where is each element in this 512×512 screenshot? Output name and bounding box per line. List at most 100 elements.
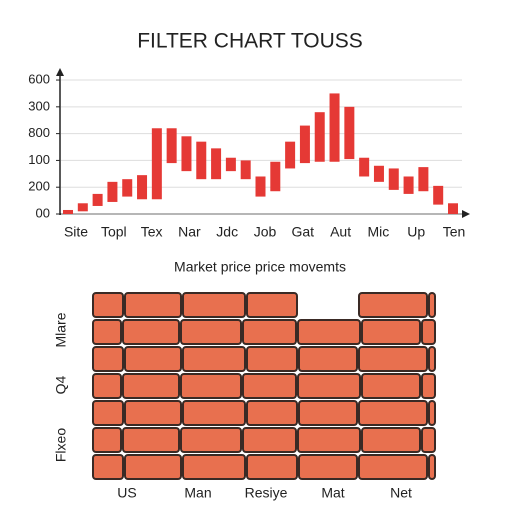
brick xyxy=(92,373,122,399)
y-tick-label: 800 xyxy=(28,125,50,140)
bar xyxy=(344,106,355,160)
brick xyxy=(358,292,428,318)
bar xyxy=(137,175,148,200)
bar xyxy=(299,125,310,164)
brick xyxy=(242,427,297,453)
brick xyxy=(182,400,246,426)
brick xyxy=(92,319,122,345)
chart-title: FILTER CHART TOUSS xyxy=(137,30,363,53)
bar xyxy=(166,128,177,164)
bar xyxy=(151,128,162,200)
bar xyxy=(240,160,251,180)
brick xyxy=(182,292,246,318)
brick xyxy=(421,373,436,399)
brick xyxy=(124,400,182,426)
bar xyxy=(448,203,458,214)
bar xyxy=(373,165,384,182)
wall-x-label: Man xyxy=(184,485,211,501)
brick xyxy=(358,454,428,480)
brick xyxy=(122,427,180,453)
brick xyxy=(180,373,242,399)
wall-x-label: US xyxy=(117,485,136,501)
bar xyxy=(418,167,429,192)
brick xyxy=(180,427,242,453)
x-tick-label: Jdc xyxy=(216,224,238,240)
brick xyxy=(242,373,297,399)
brick xyxy=(297,373,361,399)
brick xyxy=(92,454,124,480)
bar xyxy=(388,168,399,190)
brick xyxy=(298,400,358,426)
brick xyxy=(182,346,246,372)
brick xyxy=(361,373,421,399)
bar xyxy=(181,136,192,172)
brick xyxy=(421,427,436,453)
y-tick-label: 100 xyxy=(28,152,50,167)
bar xyxy=(77,203,88,212)
brick xyxy=(298,454,358,480)
x-tick-label: Topl xyxy=(101,224,127,240)
x-tick-label: Gat xyxy=(292,224,315,240)
brick xyxy=(92,427,122,453)
brick xyxy=(428,454,436,480)
x-tick-label: Site xyxy=(64,224,88,240)
bar xyxy=(92,193,103,206)
y-tick-label: 200 xyxy=(28,179,50,194)
brick xyxy=(246,454,298,480)
brick xyxy=(361,319,421,345)
brick xyxy=(428,292,436,318)
brick xyxy=(297,427,361,453)
brick xyxy=(180,319,242,345)
axis-arrow xyxy=(56,68,64,76)
brick xyxy=(122,319,180,345)
wall-x-label: Net xyxy=(390,485,412,501)
brick xyxy=(124,292,182,318)
brick xyxy=(361,427,421,453)
bar xyxy=(255,176,266,197)
brick-wall xyxy=(92,292,436,480)
brick xyxy=(124,346,182,372)
brick xyxy=(298,346,358,372)
bar xyxy=(107,181,118,202)
brick xyxy=(92,292,124,318)
y-tick-label: 300 xyxy=(28,98,50,113)
x-tick-label: Up xyxy=(407,224,425,240)
brick xyxy=(358,400,428,426)
x-tick-label: Tex xyxy=(141,224,163,240)
bar xyxy=(225,157,236,172)
brick xyxy=(92,346,124,372)
brick xyxy=(182,454,246,480)
wall-y-label: Mlare xyxy=(53,312,69,347)
bar xyxy=(285,141,296,169)
bar xyxy=(63,209,73,214)
brick xyxy=(246,400,298,426)
y-tick-label: 600 xyxy=(28,71,50,86)
brick xyxy=(246,346,298,372)
x-tick-label: Mic xyxy=(368,224,390,240)
bar xyxy=(403,176,414,194)
wall-x-label: Resiye xyxy=(245,485,288,501)
axis-arrow xyxy=(462,210,470,218)
x-tick-label: Job xyxy=(254,224,277,240)
brick xyxy=(428,400,436,426)
brick xyxy=(124,454,182,480)
brick xyxy=(246,292,298,318)
bar xyxy=(433,185,444,205)
brick xyxy=(242,319,297,345)
y-tick-label: 00 xyxy=(36,205,50,220)
x-tick-label: Nar xyxy=(178,224,201,240)
brick xyxy=(122,373,180,399)
bar xyxy=(122,179,133,197)
bar xyxy=(314,112,325,162)
x-tick-label: Ten xyxy=(443,224,466,240)
bar xyxy=(270,161,281,192)
bar xyxy=(211,148,222,180)
brick xyxy=(297,319,361,345)
bar xyxy=(359,157,370,177)
brick xyxy=(92,400,124,426)
brick xyxy=(428,346,436,372)
wall-y-label: Q4 xyxy=(53,375,69,394)
bar xyxy=(196,141,207,180)
brick xyxy=(421,319,436,345)
